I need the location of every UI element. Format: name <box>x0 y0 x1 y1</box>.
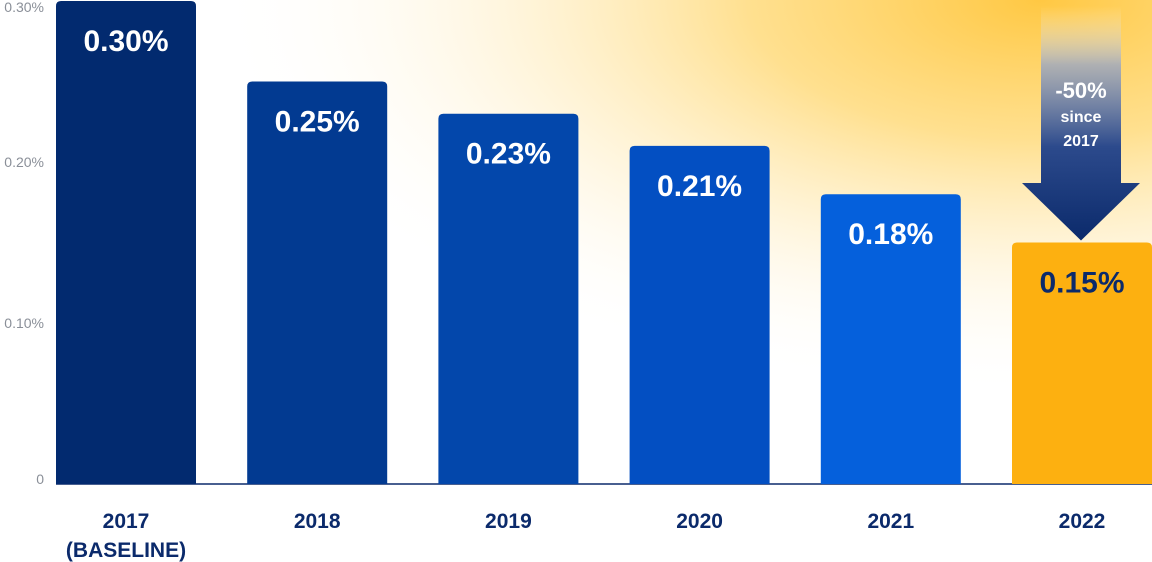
reduction-callout: -50% since 2017 <box>1022 6 1140 241</box>
x-category-sublabel: (BASELINE) <box>66 539 186 562</box>
callout-year: 2017 <box>1063 133 1099 150</box>
y-tick-label: 0.10% <box>4 315 44 331</box>
callout-percent: -50% <box>1055 78 1106 103</box>
y-axis: 0 0.10% 0.20% 0.30% <box>4 0 44 487</box>
y-tick-label: 0.20% <box>4 154 44 170</box>
x-category-label: 2017 <box>103 510 150 533</box>
bar-2019 <box>438 113 579 484</box>
bars-group: 0.30% 0.25% 0.23% 0.21% 0.18% 0.15% <box>56 1 1152 484</box>
x-category-label: 2021 <box>867 510 914 533</box>
x-category-label: 2018 <box>294 510 341 533</box>
y-tick-label: 0.30% <box>4 0 44 15</box>
y-tick-label: 0 <box>36 471 44 487</box>
bar-2020 <box>629 145 770 484</box>
bar-2017 <box>56 1 196 484</box>
bar-value-label: 0.15% <box>1039 267 1124 300</box>
bar-value-label: 0.18% <box>848 218 933 251</box>
callout-since: since <box>1061 109 1102 126</box>
x-category-label: 2019 <box>485 510 532 533</box>
bar-value-label: 0.30% <box>83 25 168 58</box>
bar-value-label: 0.23% <box>466 138 551 171</box>
x-axis-labels: 2017 (BASELINE) 2018 2019 2020 2021 2022 <box>66 510 1105 562</box>
x-category-label: 2022 <box>1059 510 1106 533</box>
bar-value-label: 0.25% <box>275 106 360 139</box>
bar-2018 <box>247 81 388 484</box>
bar-2021 <box>820 194 961 484</box>
x-category-label: 2020 <box>676 510 723 533</box>
down-arrow-icon <box>1022 6 1140 241</box>
bar-value-label: 0.21% <box>657 170 742 203</box>
bar-2022 <box>1012 242 1152 484</box>
